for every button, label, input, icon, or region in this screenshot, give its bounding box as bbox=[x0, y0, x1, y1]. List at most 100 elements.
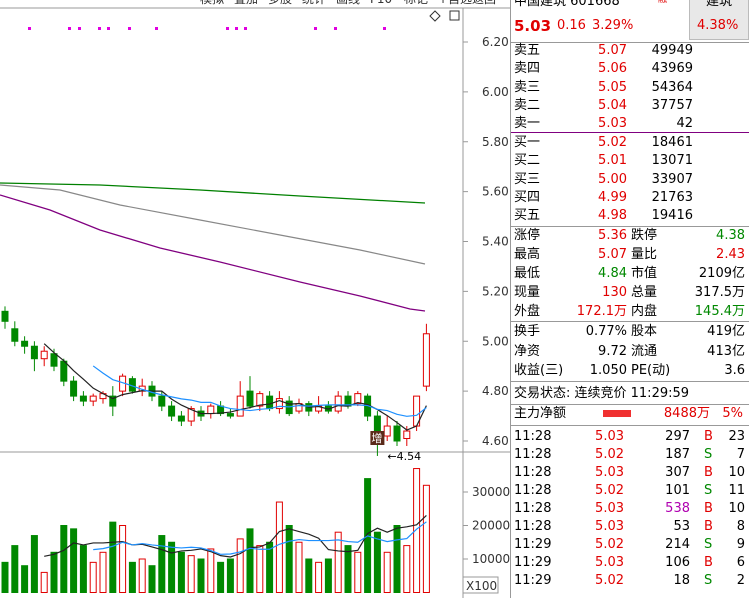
trade-status: 交易状态: 连续竞价 11:29:59 bbox=[514, 386, 690, 401]
stat-label: 现量 bbox=[514, 285, 541, 300]
price-tick-label: 5.20 bbox=[482, 284, 509, 298]
trade-time: 11:28 bbox=[514, 483, 552, 498]
candle-body bbox=[383, 425, 391, 437]
stat-label: 外盘 bbox=[514, 304, 541, 319]
toolbar-button[interactable]: 标记 bbox=[404, 0, 428, 6]
price-tick-label: 6.20 bbox=[482, 35, 509, 49]
volume-bar bbox=[324, 558, 332, 593]
candle-body bbox=[50, 353, 58, 367]
toolbar-button[interactable]: 叠加 bbox=[234, 0, 258, 6]
volume-bar bbox=[197, 558, 205, 593]
trade-count: 7 bbox=[736, 447, 745, 462]
bid-price: 4.98 bbox=[598, 208, 627, 224]
stat-value: 2.43 bbox=[716, 247, 745, 262]
window-icon[interactable] bbox=[449, 10, 460, 21]
trade-volume: 101 bbox=[665, 483, 690, 498]
trade-time: 11:29 bbox=[514, 537, 552, 552]
chart-bg bbox=[0, 0, 510, 598]
trade-side: B bbox=[704, 519, 713, 534]
candle-body bbox=[158, 395, 166, 407]
volume-bar bbox=[11, 545, 19, 593]
price-tick-label: 5.80 bbox=[482, 135, 509, 149]
trade-count: 11 bbox=[728, 483, 745, 498]
trade-time: 11:29 bbox=[514, 555, 552, 570]
price-tick-label: 6.00 bbox=[482, 85, 509, 99]
volume-bar bbox=[60, 525, 68, 593]
toolbar-button[interactable]: 多股 bbox=[268, 0, 292, 6]
trade-volume: 307 bbox=[665, 465, 690, 480]
volume-bar bbox=[295, 541, 303, 593]
candle-body bbox=[109, 395, 117, 407]
volume-bar bbox=[354, 551, 362, 593]
stat-label: 净资 bbox=[514, 343, 541, 359]
separator bbox=[511, 42, 749, 43]
ask-volume: 54364 bbox=[651, 79, 693, 95]
stat-value: 5.36 bbox=[598, 228, 627, 243]
volume-bar bbox=[109, 521, 117, 594]
trade-price: 5.03 bbox=[595, 501, 624, 516]
stat-label: 市值 bbox=[631, 266, 658, 281]
toolbar-button[interactable]: 模拟 bbox=[200, 0, 224, 6]
last-price: 5.03 bbox=[514, 17, 552, 35]
stat-value: 4.84 bbox=[598, 266, 627, 281]
ask-label: 卖五 bbox=[514, 43, 541, 58]
toolbar-button[interactable]: F10 bbox=[370, 0, 392, 6]
volume-bar bbox=[187, 555, 195, 594]
volume-bar bbox=[285, 525, 293, 593]
toolbar-button[interactable]: 统计 bbox=[302, 0, 326, 6]
trade-count: 10 bbox=[728, 465, 745, 480]
diamond-icon[interactable] bbox=[429, 10, 441, 22]
ask-label: 卖三 bbox=[514, 79, 541, 95]
kline-chart: 模拟 叠加 多股 统计 画线 F10 标记 +自选返回 6.20 6.00 5.80 5.60 5.40… bbox=[0, 0, 510, 598]
trade-side: S bbox=[704, 447, 713, 462]
stat-label: 跌停 bbox=[631, 228, 658, 243]
toolbar-button[interactable]: +自选 bbox=[438, 0, 472, 6]
bid-label: 买一 bbox=[514, 135, 541, 150]
stat-value: 130 bbox=[602, 285, 627, 300]
separator bbox=[511, 381, 749, 382]
volume-bar bbox=[148, 565, 156, 594]
volume-bar bbox=[236, 538, 244, 594]
bid-volume: 33907 bbox=[651, 171, 693, 187]
trade-price: 5.03 bbox=[595, 519, 624, 534]
separator bbox=[511, 321, 749, 322]
trade-price: 5.03 bbox=[595, 429, 624, 444]
bid-volume: 13071 bbox=[651, 153, 693, 169]
trade-count: 9 bbox=[736, 537, 745, 552]
candle-body bbox=[89, 395, 97, 402]
ask-price: 5.06 bbox=[598, 61, 627, 77]
volume-bar bbox=[275, 501, 283, 593]
trade-volume: 106 bbox=[665, 555, 690, 570]
volume-bar bbox=[305, 558, 313, 593]
trade-side: S bbox=[704, 537, 713, 552]
stat-label: PE(动) bbox=[631, 363, 671, 378]
candle-body bbox=[70, 380, 78, 397]
trade-volume: 18 bbox=[673, 573, 690, 588]
candle-body bbox=[403, 430, 411, 440]
ma10 bbox=[92, 365, 427, 417]
ask-label: 卖一 bbox=[514, 116, 541, 132]
stock-name: 中国建筑 601668 bbox=[514, 0, 620, 9]
bid-volume: 21763 bbox=[651, 189, 693, 205]
separator bbox=[511, 226, 749, 227]
candle-body bbox=[256, 393, 264, 407]
main-flow-value: 8488万 bbox=[663, 406, 710, 421]
stat-label: 最低 bbox=[514, 266, 541, 281]
volume-tick-label: 10000 bbox=[472, 552, 510, 566]
toolbar-button[interactable]: 返回 bbox=[472, 0, 496, 6]
volume-bar bbox=[79, 545, 87, 593]
ma-long-green bbox=[0, 182, 426, 204]
trade-side: B bbox=[704, 501, 713, 516]
toolbar-button[interactable]: 画线 bbox=[336, 0, 360, 6]
bid-price: 4.99 bbox=[598, 189, 627, 205]
bid-label: 买五 bbox=[514, 208, 541, 224]
ask-price: 5.04 bbox=[598, 97, 627, 113]
stat-label: 股本 bbox=[631, 324, 658, 339]
volume-bar bbox=[177, 551, 185, 593]
volume-bar bbox=[383, 551, 391, 593]
main-flow-label: 主力净额 bbox=[514, 406, 567, 421]
candle-body bbox=[266, 395, 274, 410]
trade-price: 5.02 bbox=[595, 573, 624, 588]
candle-body bbox=[30, 345, 38, 360]
